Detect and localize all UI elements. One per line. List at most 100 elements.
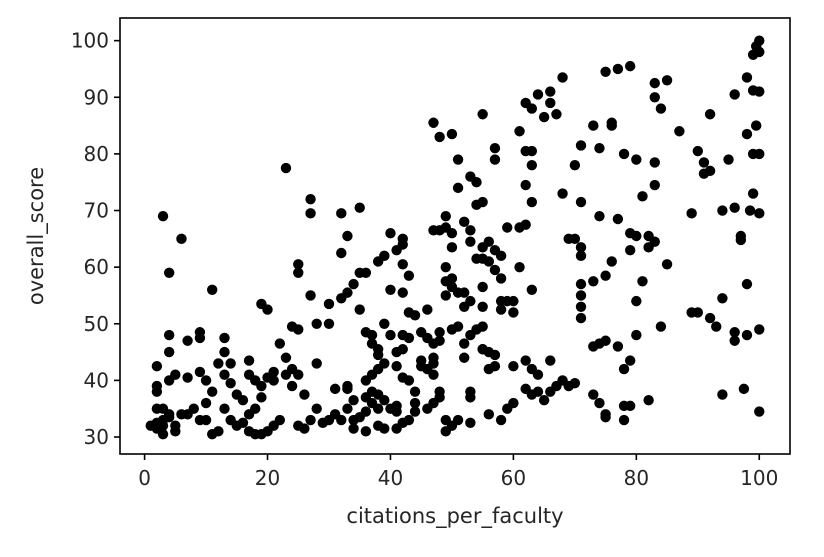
data-point <box>538 111 550 123</box>
data-point <box>293 267 304 279</box>
data-point <box>459 216 470 228</box>
data-point <box>274 338 286 349</box>
data-point <box>661 259 673 270</box>
data-point <box>385 227 396 239</box>
data-point <box>465 392 476 403</box>
data-point <box>465 236 476 247</box>
data-point <box>243 355 255 366</box>
data-point <box>624 60 636 72</box>
data-point <box>538 395 550 406</box>
data-point <box>588 276 599 287</box>
data-point <box>397 287 408 298</box>
data-point <box>692 145 703 157</box>
data-point <box>207 284 218 295</box>
x-tick-label: 0 <box>138 466 151 490</box>
plot-frame <box>119 17 791 455</box>
data-point <box>354 304 365 315</box>
data-point <box>459 352 470 363</box>
data-point <box>674 126 685 137</box>
y-tick-label: 40 <box>84 368 109 392</box>
data-point <box>213 358 224 369</box>
data-point <box>231 389 242 400</box>
data-point <box>545 97 556 109</box>
data-point <box>336 208 347 219</box>
data-point <box>434 386 445 397</box>
data-point <box>342 383 353 395</box>
data-point <box>452 182 464 194</box>
data-point <box>489 264 501 276</box>
data-point <box>465 225 476 236</box>
data-point <box>280 369 292 380</box>
data-point <box>194 366 206 378</box>
data-point <box>637 191 648 202</box>
data-point <box>354 202 365 213</box>
data-point <box>348 395 359 406</box>
data-point <box>471 177 482 188</box>
data-point <box>532 369 544 380</box>
data-point <box>305 290 316 301</box>
data-point <box>477 281 488 293</box>
data-point <box>323 318 335 329</box>
data-point <box>397 233 408 245</box>
data-point <box>305 414 316 426</box>
data-point <box>366 329 378 341</box>
data-point <box>631 329 642 341</box>
data-point <box>483 346 495 358</box>
data-point <box>612 213 624 225</box>
data-point <box>372 256 384 267</box>
data-point <box>729 327 740 338</box>
data-point <box>575 312 587 324</box>
data-point <box>157 210 169 222</box>
data-point <box>428 352 439 363</box>
data-point <box>508 307 519 318</box>
data-point <box>649 157 660 168</box>
data-point <box>440 426 451 437</box>
data-point <box>403 414 415 426</box>
data-point <box>489 154 501 165</box>
y-tick-label: 80 <box>84 142 109 166</box>
data-point <box>250 403 261 414</box>
data-point <box>299 389 310 400</box>
data-point <box>618 414 630 426</box>
data-point <box>520 355 531 366</box>
data-point <box>643 242 654 253</box>
data-point <box>403 375 415 386</box>
data-point <box>631 154 642 165</box>
data-point <box>342 403 353 414</box>
data-point <box>385 329 396 341</box>
data-point <box>219 346 230 358</box>
data-point <box>440 414 451 426</box>
data-point <box>422 403 433 414</box>
data-point <box>744 205 756 216</box>
data-point <box>323 298 335 310</box>
data-point <box>225 358 236 369</box>
data-point <box>704 109 716 120</box>
data-point <box>336 293 347 304</box>
data-point <box>545 355 556 366</box>
data-point <box>741 128 753 140</box>
data-point <box>655 103 667 114</box>
data-point <box>465 329 476 341</box>
data-point <box>594 143 605 154</box>
data-point <box>606 120 617 131</box>
y-tick-label: 50 <box>84 312 109 336</box>
data-point <box>741 278 753 290</box>
data-point <box>551 109 562 120</box>
data-point <box>151 403 163 414</box>
y-tick-label: 60 <box>84 255 109 279</box>
data-point <box>526 196 538 208</box>
data-point <box>372 349 384 361</box>
data-point <box>397 259 408 270</box>
data-point <box>729 202 740 213</box>
data-point <box>219 369 230 380</box>
data-point <box>747 188 759 199</box>
data-point <box>440 261 451 273</box>
data-point <box>717 293 728 304</box>
data-point <box>360 406 372 417</box>
data-point <box>194 332 206 344</box>
data-point <box>655 321 667 332</box>
data-point <box>280 162 292 174</box>
data-point <box>415 361 427 372</box>
data-point <box>594 210 605 222</box>
